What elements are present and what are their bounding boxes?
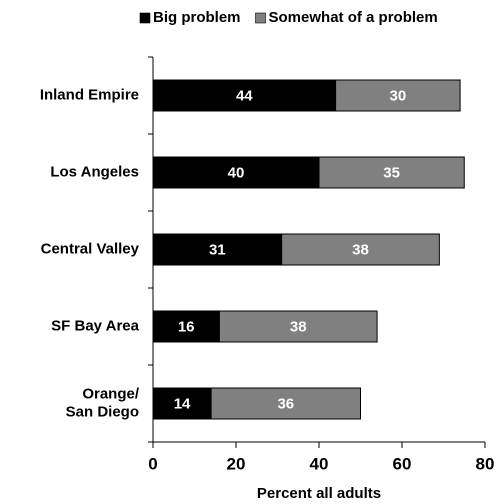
bar-segment — [152, 233, 283, 266]
value-label: 38 — [352, 241, 369, 258]
bar-segment — [335, 79, 461, 112]
x-axis-title: Percent all adults — [257, 485, 381, 502]
legend-swatch — [255, 12, 266, 24]
bar-segment — [152, 387, 212, 420]
y-tick-label: SF Bay Area — [51, 317, 139, 334]
y-tick-label: Orange/San Diego — [66, 385, 140, 420]
bar-segment — [152, 156, 320, 189]
value-label: 40 — [228, 164, 245, 181]
x-tick-label: 0 — [148, 454, 157, 473]
bar-segment — [210, 387, 361, 420]
legend-swatch — [139, 12, 151, 24]
bar-segment — [152, 310, 220, 343]
value-label: 16 — [178, 318, 195, 335]
legend-label: Big problem — [153, 9, 241, 26]
y-tick-label: Inland Empire — [40, 86, 139, 103]
value-label: 44 — [236, 87, 253, 104]
y-tick-label: Los Angeles — [50, 163, 139, 180]
value-label: 35 — [383, 164, 400, 181]
x-tick-label: 60 — [393, 454, 412, 473]
value-label: 31 — [209, 241, 226, 258]
x-tick-label: 20 — [227, 454, 246, 473]
value-label: 38 — [290, 318, 307, 335]
bar-segment — [318, 156, 465, 189]
legend-label: Somewhat of a problem — [269, 9, 438, 26]
x-tick-label: 80 — [476, 454, 495, 473]
value-label: 36 — [277, 395, 294, 412]
y-tick-label: Central Valley — [41, 240, 140, 257]
bar-segment — [218, 310, 378, 343]
x-tick-label: 40 — [310, 454, 329, 473]
bar-segment — [281, 233, 440, 266]
value-label: 14 — [174, 395, 191, 412]
value-label: 30 — [390, 87, 407, 104]
